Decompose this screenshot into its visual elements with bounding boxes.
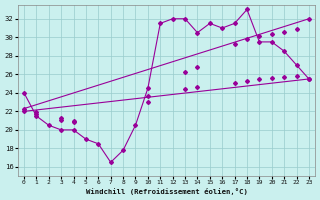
X-axis label: Windchill (Refroidissement éolien,°C): Windchill (Refroidissement éolien,°C) <box>85 188 247 195</box>
